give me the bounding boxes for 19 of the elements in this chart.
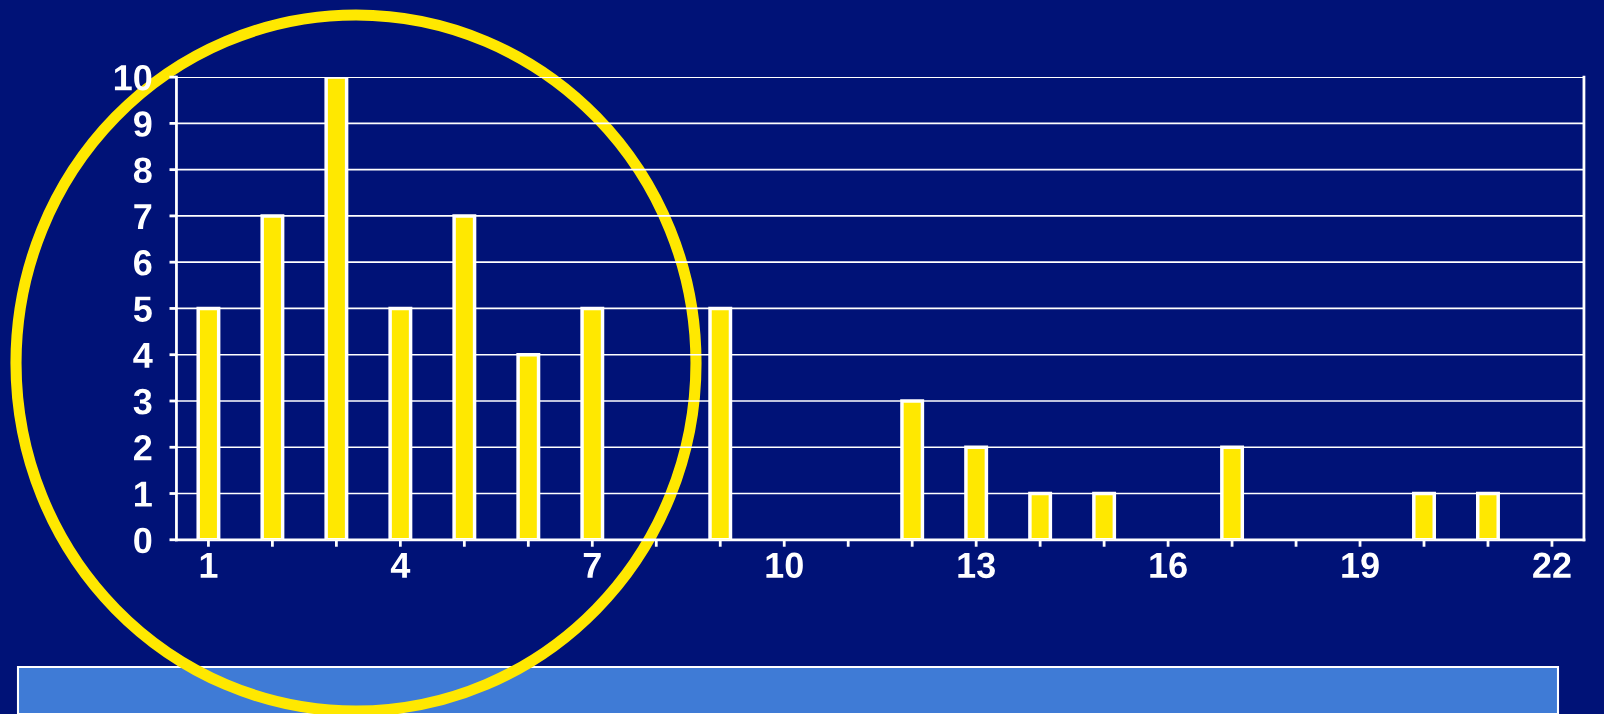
x-tick-label: 10 [766, 552, 803, 579]
y-tick-label: 8 [133, 157, 152, 184]
y-tick-label: 2 [134, 435, 152, 461]
x-tick-label: 22 [1533, 552, 1571, 578]
y-tick-label: 1 [135, 481, 152, 507]
y-tick-label: 6 [134, 250, 152, 276]
x-tick-label: 7 [583, 552, 601, 578]
y-tick-label: 4 [133, 342, 153, 368]
x-tick-label: 4 [390, 552, 411, 578]
y-tick-label: 3 [133, 388, 152, 415]
x-tick-label: 13 [958, 552, 995, 579]
x-tick-label: 1 [200, 552, 218, 578]
y-tick-label: 0 [134, 527, 152, 554]
x-tick-label: 16 [1150, 552, 1187, 579]
y-tick-label: 10 [114, 64, 152, 91]
y-tick-label: 7 [134, 204, 152, 229]
y-tick-label: 9 [134, 111, 152, 137]
x-tick-label: 19 [1342, 552, 1379, 579]
y-tick-label: 5 [133, 296, 152, 322]
